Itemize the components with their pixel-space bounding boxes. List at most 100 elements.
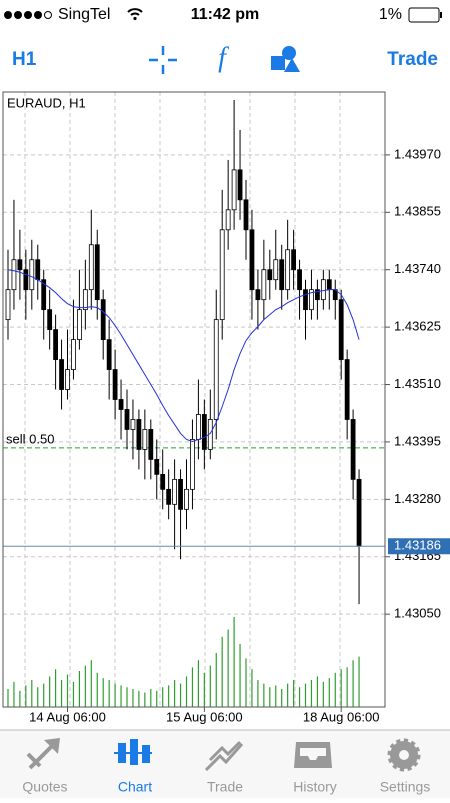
candle-body — [350, 419, 356, 480]
x-tick-label: 15 Aug 06:00 — [166, 709, 243, 724]
candle-body — [154, 459, 160, 475]
candle-body — [136, 419, 142, 450]
candle-body — [291, 249, 297, 271]
candle-body — [261, 269, 267, 301]
candle-body — [71, 339, 76, 370]
candle-body — [326, 279, 332, 291]
candle-body — [231, 169, 237, 211]
crosshair-button[interactable] — [149, 46, 177, 74]
candle-body — [225, 209, 231, 231]
plot-frame — [2, 91, 386, 708]
candle-body — [255, 289, 261, 301]
candle-body — [82, 289, 88, 311]
tab-label[interactable]: History — [293, 779, 337, 795]
trade-icon — [204, 740, 244, 772]
candle-body — [65, 369, 70, 390]
trade-button[interactable]: Trade — [387, 49, 438, 70]
candle-body — [190, 439, 195, 490]
settings-icon — [387, 738, 421, 772]
y-tick-label: 1.43395 — [394, 433, 441, 448]
candle-body — [124, 409, 130, 430]
candle-body — [59, 359, 64, 390]
candle-body — [320, 279, 326, 301]
tab-bar — [0, 730, 450, 798]
candle-body — [29, 259, 35, 291]
candle-body — [195, 414, 201, 440]
candle-body — [213, 319, 219, 420]
carrier: SingTel — [58, 6, 110, 23]
candle-body — [237, 169, 243, 201]
candle-body — [23, 269, 29, 291]
chart: 1.43970 1.43855 1.43740 1.43625 1.43510 1.433… — [3, 92, 450, 724]
candle-body — [77, 309, 82, 340]
signal — [4, 11, 52, 19]
tabs: Quotes Chart Trade History Settings — [22, 779, 430, 795]
y-tick-label: 1.43970 — [394, 146, 441, 161]
candle-body — [279, 259, 285, 291]
candle-body — [309, 289, 314, 311]
sell-order-label: sell 0.50 — [6, 431, 54, 446]
candle-body — [297, 269, 302, 291]
history-icon — [294, 742, 332, 768]
indicator-button[interactable]: f — [218, 42, 229, 73]
candle-body — [201, 414, 207, 450]
bid-label: 1.43186 — [394, 538, 441, 553]
candle-body — [172, 478, 178, 505]
y-tick-label: 1.43625 — [394, 319, 441, 334]
tab-label[interactable]: Trade — [207, 779, 243, 795]
candle-body — [243, 199, 249, 231]
candle-body — [112, 369, 118, 400]
tab-label[interactable]: Chart — [118, 779, 152, 795]
candle-body — [249, 229, 255, 291]
candle-body — [130, 419, 136, 430]
candle-body — [356, 478, 362, 547]
y-tick-label: 1.43855 — [394, 204, 441, 219]
wifi-dot — [133, 16, 137, 21]
candle-body — [53, 329, 58, 360]
candle-body — [35, 259, 41, 281]
candle-body — [338, 299, 344, 360]
candle-body — [100, 299, 106, 340]
tab-label[interactable]: Quotes — [22, 779, 67, 795]
y-tick-label: 1.43280 — [394, 491, 441, 506]
battery-text: 1% — [379, 6, 402, 23]
candle-body — [166, 488, 172, 505]
candle-body — [41, 279, 47, 311]
candle-body — [160, 473, 166, 490]
wifi-icon — [127, 8, 143, 16]
candle-body — [47, 309, 53, 331]
quotes-icon — [26, 738, 60, 770]
y-tick-label: 1.43510 — [394, 376, 441, 391]
bid-label-box — [388, 538, 450, 555]
objects-button[interactable] — [271, 46, 300, 72]
battery-icon — [408, 7, 440, 23]
x-tick-label: 18 Aug 06:00 — [303, 709, 380, 724]
candle-body — [5, 289, 11, 321]
candle-body — [148, 429, 154, 460]
candle-body — [303, 289, 308, 311]
candle-body — [184, 488, 189, 510]
candle-body — [314, 289, 320, 301]
candle-body — [118, 399, 124, 410]
candle-body — [178, 478, 183, 510]
candle-body — [142, 429, 148, 450]
candle-body — [11, 259, 17, 291]
candle-body — [88, 244, 94, 291]
candle-body — [344, 359, 350, 420]
chart-icon — [114, 739, 152, 765]
candle-body — [285, 249, 291, 291]
y-tick-label: 1.43050 — [394, 606, 441, 621]
chart-title: EURAUD, H1 — [7, 95, 86, 110]
battery-tip — [440, 12, 442, 18]
candle-body — [267, 269, 273, 281]
x-tick-label: 14 Aug 06:00 — [29, 709, 106, 724]
candle-body — [273, 259, 279, 281]
candle-body — [106, 339, 112, 370]
tab-label[interactable]: Settings — [380, 779, 431, 795]
clock: 11:42 pm — [191, 6, 259, 23]
candle-body — [94, 244, 100, 301]
timeframe-button[interactable]: H1 — [12, 49, 37, 70]
candle-body — [219, 229, 225, 321]
